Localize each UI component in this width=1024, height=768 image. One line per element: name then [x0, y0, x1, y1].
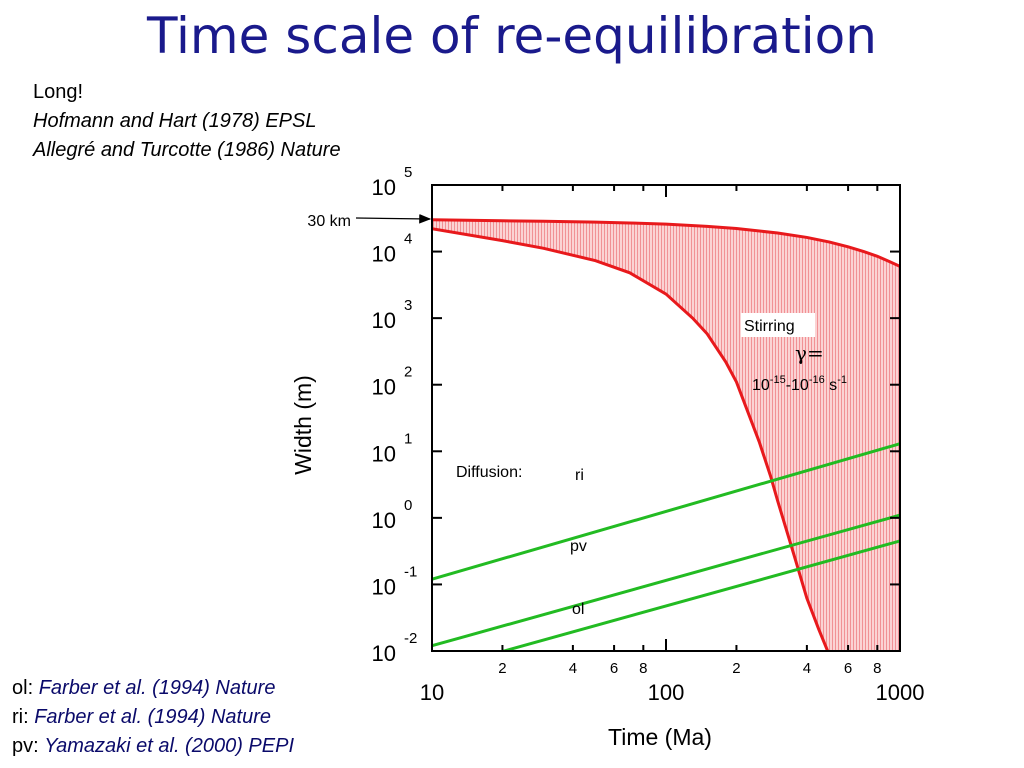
gamma-label: γ= — [795, 341, 824, 365]
reference-allegre-turcotte: Allegré and Turcotte (1986) Nature — [33, 139, 341, 161]
x-minor-tick-label: 4 — [569, 660, 577, 677]
diffusion-label: Diffusion: — [456, 464, 522, 481]
reference-ol-prefix: ol: — [12, 677, 39, 699]
diffusion-line-ol — [498, 539, 900, 651]
y-tick-label-exponent: 1 — [404, 430, 412, 447]
x-minor-tick-label: 4 — [803, 660, 811, 677]
diffusion-line-ri — [432, 442, 900, 581]
reference-ol-cite: Farber et al. (1994) Nature — [38, 677, 276, 699]
x-minor-tick-label: 2 — [498, 660, 506, 677]
series-label-pv: pv — [570, 538, 587, 555]
y-tick-label-base: 10 — [372, 441, 396, 466]
long-note: Long! — [33, 81, 84, 103]
y-tick-label-exponent: -1 — [404, 563, 417, 580]
strain-rate-unit: s — [825, 377, 837, 394]
y-tick-label-exponent: 3 — [404, 297, 412, 314]
diffusion-line-pv — [432, 513, 900, 648]
stirring-label-box — [741, 313, 815, 337]
x-minor-tick-label: 8 — [639, 660, 647, 677]
axis-ticks — [432, 184, 900, 652]
references-bottom: ol: Farber et al. (1994) Nature ri: Farb… — [12, 674, 294, 761]
strain-rate-a: 10 — [752, 377, 770, 394]
strain-rate-b: 10 — [791, 377, 809, 394]
y-tick-label-base: 10 — [372, 508, 396, 533]
annotation-30km: 30 km — [307, 213, 351, 230]
series-label-ri: ri — [575, 467, 584, 484]
slide-title: Time scale of re-equilibration — [147, 7, 877, 65]
stirring-band — [432, 219, 900, 651]
references-top: Long! Hofmann and Hart (1978) EPSL Alleg… — [33, 78, 341, 165]
reference-pv-prefix: pv: — [12, 735, 45, 757]
x-minor-tick-label: 6 — [610, 660, 618, 677]
strain-rate-b-exp: -16 — [809, 374, 825, 386]
strain-rate-label: 10-15-10-16 s-1 — [752, 374, 847, 394]
y-tick-label-base: 10 — [372, 175, 396, 200]
y-tick-label-base: 10 — [372, 641, 396, 666]
reference-ri-prefix: ri: — [12, 706, 35, 728]
x-axis-label: Time (Ma) — [608, 724, 712, 750]
strain-rate-sep: - — [786, 377, 791, 394]
y-tick-label-base: 10 — [372, 375, 396, 400]
series-label-ol: ol — [572, 601, 584, 618]
reference-ol: ol: Farber et al. (1994) Nature — [12, 674, 294, 703]
y-tick-label-exponent: -2 — [404, 630, 417, 647]
diffusion-lines — [432, 442, 900, 651]
x-tick-label: 100 — [648, 680, 685, 705]
x-tick-label: 10 — [420, 680, 444, 705]
annotation-arrow — [355, 214, 432, 224]
reference-ri: ri: Farber et al. (1994) Nature — [12, 703, 294, 732]
x-minor-tick-label: 2 — [732, 660, 740, 677]
reference-hofmann-hart: Hofmann and Hart (1978) EPSL — [33, 110, 317, 132]
strain-rate-a-exp: -15 — [770, 374, 786, 386]
x-minor-tick-label: 8 — [873, 660, 881, 677]
y-tick-label-exponent: 4 — [404, 231, 412, 248]
y-tick-label-exponent: 5 — [404, 164, 412, 181]
y-axis-label: Width (m) — [290, 375, 316, 475]
x-tick-labels: 10 100 1000 2 4 6 8 2 4 6 8 — [420, 660, 925, 705]
x-tick-label: 1000 — [876, 680, 925, 705]
x-minor-tick-label: 6 — [844, 660, 852, 677]
y-tick-labels: 10 5 10 4 10 3 10 2 10 1 10 0 10 -1 10 -2 — [372, 164, 418, 666]
y-tick-label-exponent: 2 — [404, 364, 412, 381]
reference-pv-cite: Yamazaki et al. (2000) PEPI — [44, 735, 294, 757]
strain-rate-unit-exp: -1 — [837, 374, 847, 386]
reference-pv: pv: Yamazaki et al. (2000) PEPI — [12, 732, 294, 761]
y-tick-label-base: 10 — [372, 574, 396, 599]
y-tick-label-exponent: 0 — [404, 497, 412, 514]
y-tick-label-base: 10 — [372, 308, 396, 333]
stirring-label: Stirring — [744, 318, 795, 335]
stirring-upper-curve — [432, 218, 900, 268]
y-tick-label-base: 10 — [372, 242, 396, 267]
reference-ri-cite: Farber et al. (1994) Nature — [34, 706, 271, 728]
